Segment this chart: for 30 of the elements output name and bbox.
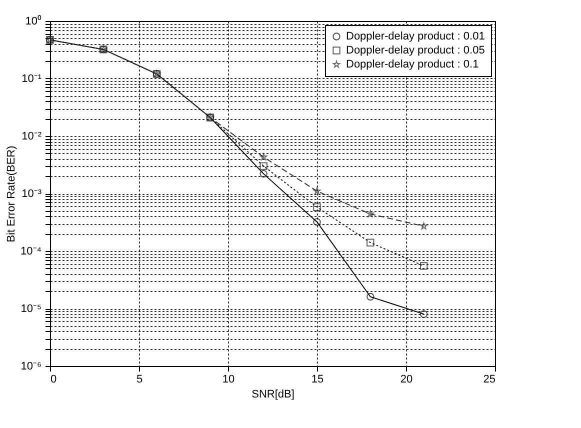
y-tick-label: 10⁰ xyxy=(25,14,42,28)
point xyxy=(420,310,428,318)
point xyxy=(366,238,374,246)
y-tick-label: 10⁻⁵ xyxy=(20,303,42,315)
point xyxy=(313,203,321,211)
point xyxy=(366,210,374,218)
point xyxy=(260,170,268,178)
point xyxy=(260,153,268,160)
x-tick-label: 20 xyxy=(400,374,413,386)
point xyxy=(420,262,428,270)
y-axis-title: Bit Error Rate(BER) xyxy=(6,146,18,242)
legend-label: Doppler-delay product : 0.1 xyxy=(346,58,479,70)
x-tick-label: 15 xyxy=(311,374,324,386)
point xyxy=(366,292,374,301)
x-axis-title: SNR[dB] xyxy=(252,388,294,400)
point xyxy=(260,162,268,170)
x-tick-label: 10 xyxy=(222,374,235,386)
y-tick-label: 10⁻⁴ xyxy=(20,246,42,258)
legend-label: Doppler-delay product : 0.01 xyxy=(346,30,485,42)
x-tick-label: 5 xyxy=(136,374,143,386)
y-tick-label: 10⁻¹ xyxy=(22,73,42,85)
y-tick-label: 10⁻² xyxy=(22,130,42,142)
y-tick-label: 10⁻³ xyxy=(22,188,42,200)
x-tick-label: 25 xyxy=(483,374,496,386)
point xyxy=(313,187,321,194)
y-tick-label: 10⁻⁶ xyxy=(20,360,42,372)
legend-label: Doppler-delay product : 0.05 xyxy=(346,44,485,56)
x-tick-label: 0 xyxy=(50,374,57,386)
point xyxy=(420,222,428,230)
point xyxy=(313,218,321,226)
